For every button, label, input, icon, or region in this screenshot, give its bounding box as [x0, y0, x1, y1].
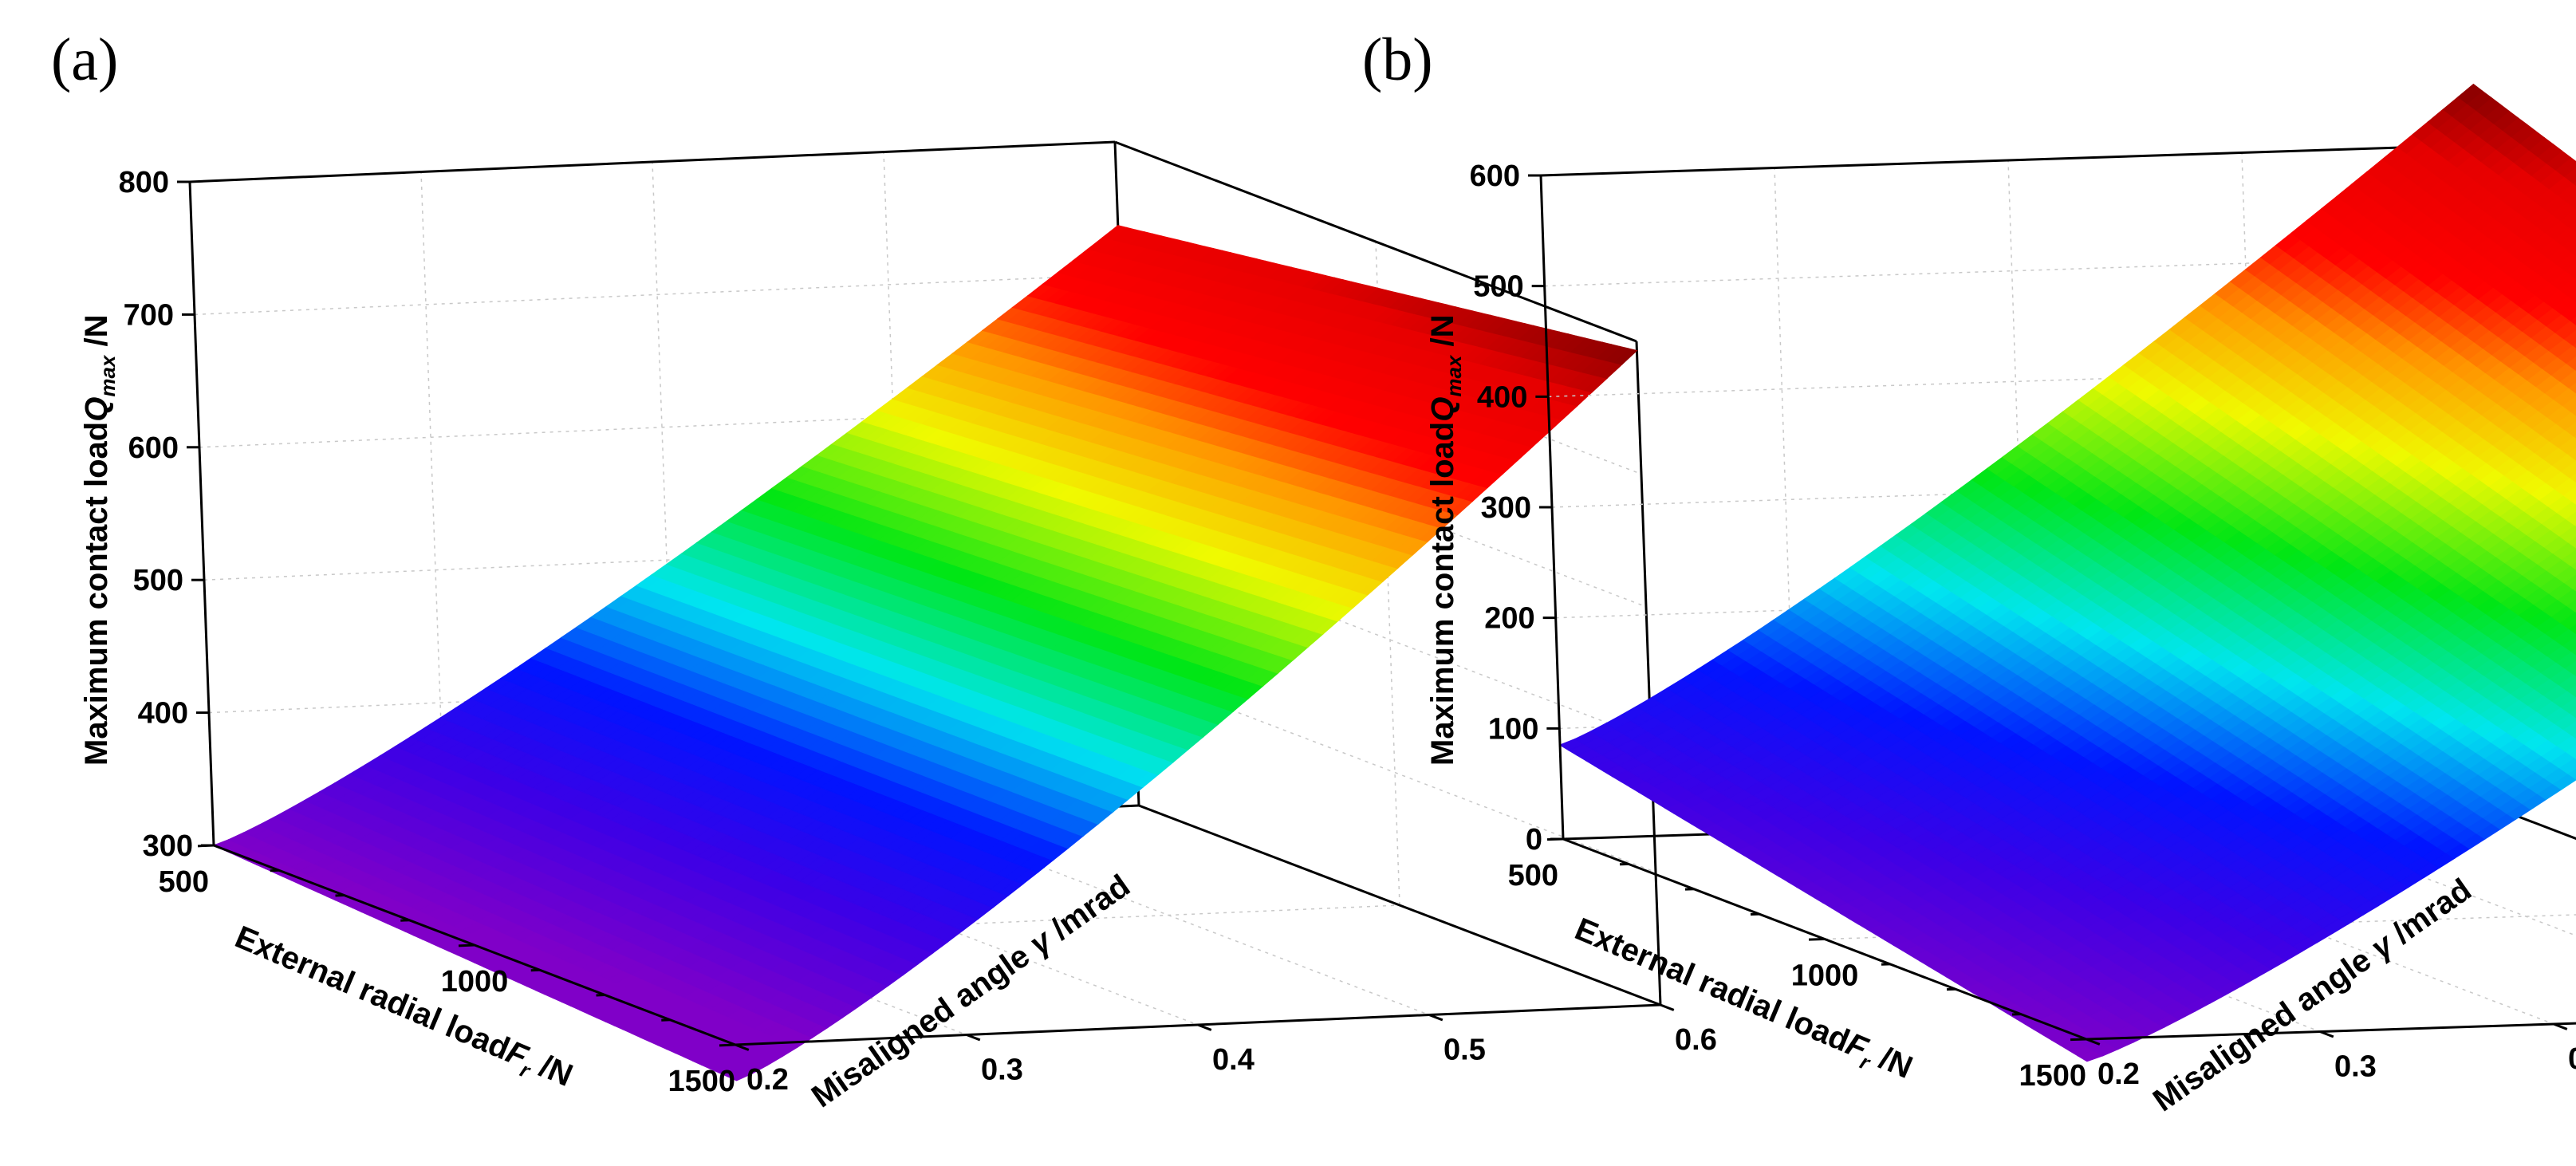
top-left-edge [1540, 144, 2476, 177]
y-tick-label: 0.2 [746, 1063, 789, 1097]
top-left-edge [189, 140, 1116, 183]
y-gridline [2497, 808, 2576, 840]
floor-back-edge [2497, 807, 2576, 841]
x-tick-label: 500 [159, 865, 209, 899]
z-tick-label: 700 [124, 298, 174, 332]
panel-a-label: (a) [51, 26, 118, 93]
z-tick-label: 500 [133, 564, 183, 597]
y-gridline [652, 161, 677, 826]
y-gridline [420, 171, 446, 836]
right-vertical-edge [1635, 341, 1662, 1006]
panel-a-z-axis-title: Maximum contact loadQmax /N [79, 315, 120, 766]
y-tick-label: 0.5 [1444, 1034, 1486, 1067]
z-tick-label: 800 [119, 166, 169, 199]
panel-a-surface [212, 225, 1638, 1081]
panel-b-label: (b) [1362, 26, 1433, 93]
y-tick-label: 0.4 [1212, 1043, 1255, 1077]
panel-a-z-tick-labels: 300 400 500 600 700 800 [119, 166, 193, 863]
z-gridline [199, 407, 1125, 448]
y-gridline [883, 152, 908, 816]
x-tick-label: 1000 [441, 965, 509, 999]
z-axis-line [188, 181, 215, 846]
top-right-edge [1114, 140, 1637, 343]
floor-back-edge [1138, 804, 1661, 1006]
x-tick-mark [458, 943, 475, 947]
x-tick-label: 1500 [668, 1065, 735, 1098]
z-tick-label: 400 [138, 697, 188, 731]
z-gridline [2497, 808, 2576, 840]
y-tick-mark [1660, 1003, 1675, 1011]
chart-panel-a: (a) 300 400 500 600 700 800 500 1000 1500 0.2 0.… [51, 26, 1717, 1114]
y-tick-label: 0.6 [1675, 1023, 1717, 1057]
z-tick-label: 600 [128, 431, 179, 465]
x-tick-mark [719, 1043, 736, 1047]
z-gridline [194, 274, 1121, 316]
z-tick-label: 300 [143, 829, 193, 863]
y-tick-label: 0.3 [981, 1054, 1023, 1087]
x-tick-mark [197, 844, 215, 848]
